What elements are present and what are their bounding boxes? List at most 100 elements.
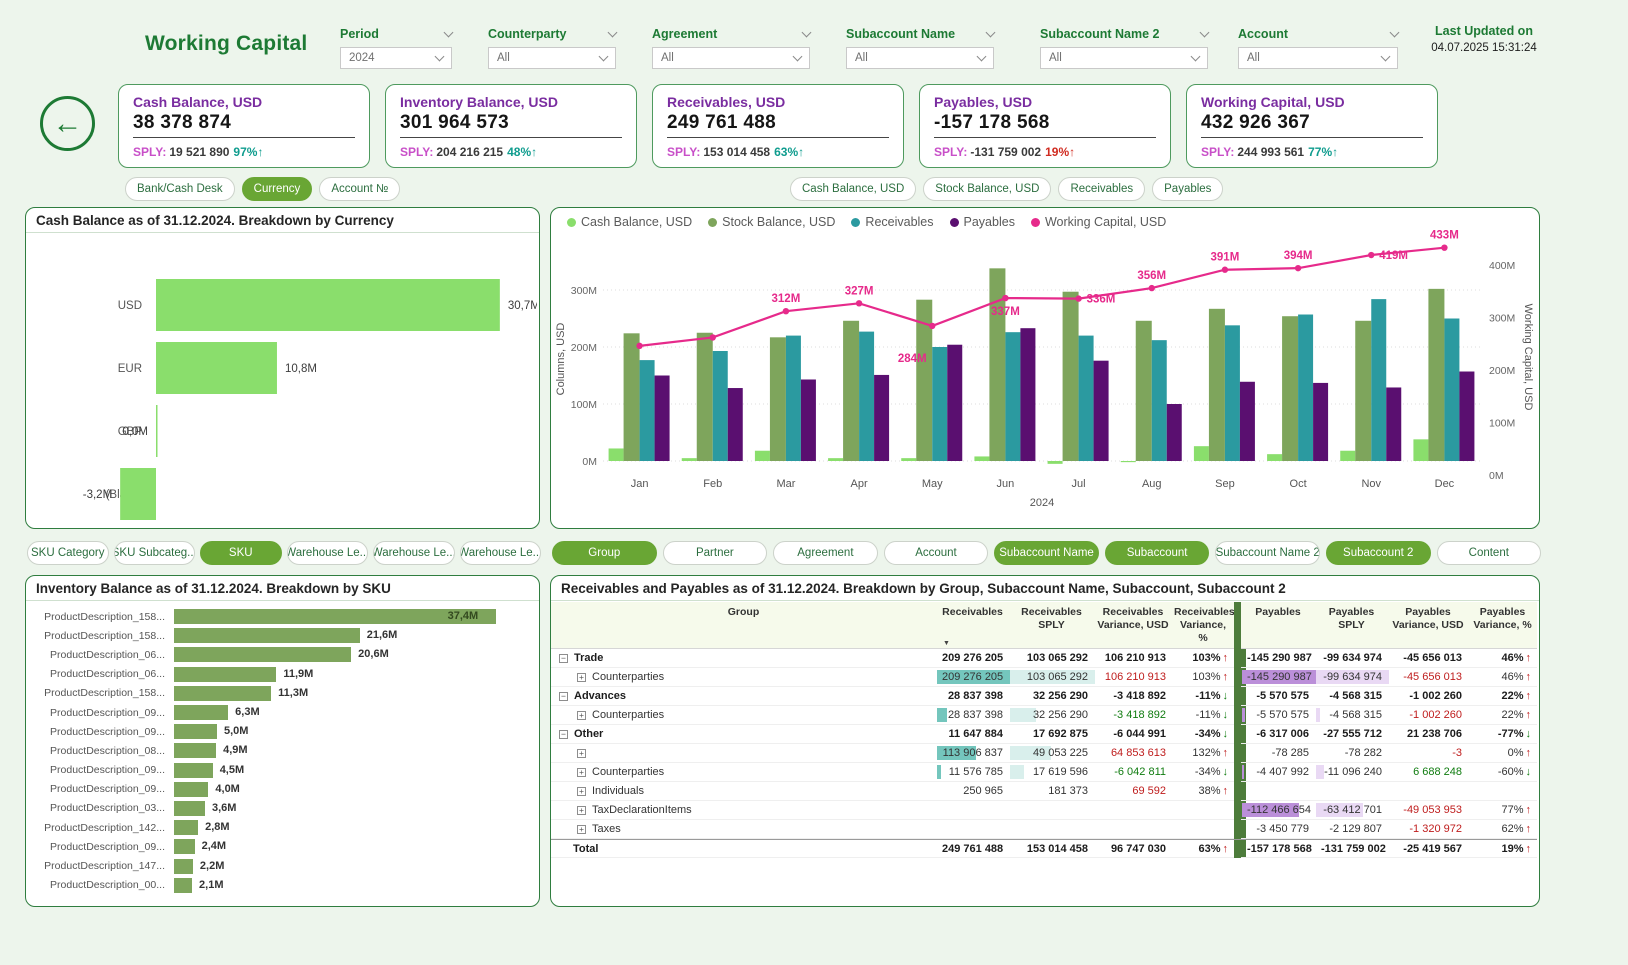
slicer-account[interactable]: Account — [883, 541, 989, 565]
bar-payables-dec[interactable] — [1459, 371, 1475, 461]
bar-cash-balance-usd-jul[interactable] — [1047, 461, 1063, 464]
bar-payables-aug[interactable] — [1166, 404, 1182, 461]
bar-stock-balance-usd-jun[interactable] — [989, 268, 1006, 461]
inventory-bar-4[interactable] — [174, 685, 272, 701]
currency-bar-blank[interactable] — [120, 468, 156, 520]
expand-icon[interactable]: + — [577, 787, 586, 796]
bar-cash-balance-usd-aug[interactable] — [1120, 461, 1136, 463]
bar-payables-mar[interactable] — [800, 379, 816, 461]
bar-stock-balance-usd-jan[interactable] — [623, 333, 640, 461]
back-button[interactable]: ← — [40, 96, 95, 151]
slicer-subaccount-name-2[interactable]: Subaccount Name 2 — [1215, 541, 1320, 565]
inventory-bar-6[interactable] — [174, 724, 217, 740]
working-capital-point-jan[interactable] — [636, 342, 643, 350]
collapse-icon[interactable]: − — [559, 654, 568, 663]
bar-stock-balance-usd-dec[interactable] — [1428, 288, 1445, 461]
bar-cash-balance-usd-mar[interactable] — [754, 450, 770, 461]
bar-receivables-mar[interactable] — [785, 335, 801, 461]
expand-icon[interactable]: + — [577, 768, 586, 777]
bar-payables-sep[interactable] — [1239, 381, 1255, 461]
working-capital-point-jun[interactable] — [1002, 294, 1009, 302]
col-header-receivables[interactable]: Receivables ▼ — [936, 602, 1009, 650]
bar-payables-apr[interactable] — [874, 374, 890, 461]
slicer-subaccount-2[interactable]: Subaccount 2 — [1325, 541, 1431, 565]
bar-receivables-jan[interactable] — [639, 360, 655, 461]
col-header-payables[interactable]: Payables — [1241, 602, 1315, 650]
col-header-receivables-variance[interactable]: Receivables Variance, % — [1172, 602, 1235, 650]
collapse-icon[interactable]: − — [559, 692, 568, 701]
filter-dropdown-subaccount-name-2[interactable]: All — [1040, 47, 1208, 69]
inventory-bar-10[interactable] — [174, 800, 205, 816]
bar-receivables-jul[interactable] — [1078, 335, 1094, 461]
slicer-stock-balance-usd[interactable]: Stock Balance, USD — [923, 177, 1052, 201]
col-header-payables-variance[interactable]: Payables Variance, % — [1468, 602, 1537, 650]
working-capital-point-dec[interactable] — [1441, 244, 1448, 251]
slicer-sku[interactable]: SKU — [200, 541, 282, 565]
expand-icon[interactable]: + — [577, 673, 586, 682]
inventory-bar-7[interactable] — [174, 743, 217, 759]
slicer-group[interactable]: Group — [552, 541, 657, 565]
bar-cash-balance-usd-dec[interactable] — [1413, 439, 1429, 461]
bar-payables-jun[interactable] — [1020, 328, 1036, 461]
currency-bar-usd[interactable] — [156, 279, 500, 331]
slicer-subaccount[interactable]: Subaccount — [1104, 541, 1210, 565]
inventory-bar-2[interactable] — [174, 647, 352, 663]
bar-stock-balance-usd-aug[interactable] — [1135, 320, 1152, 461]
bar-cash-balance-usd-sep[interactable] — [1193, 446, 1209, 461]
bar-payables-jul[interactable] — [1093, 360, 1109, 461]
bar-cash-balance-usd-jan[interactable] — [608, 448, 624, 461]
col-header-payables-variance-usd[interactable]: Payables Variance, USD — [1388, 602, 1468, 650]
slicer-warehouse-le[interactable]: Warehouse Le... — [459, 541, 541, 565]
col-header-payables-sply[interactable]: Payables SPLY — [1315, 602, 1388, 650]
bar-receivables-jun[interactable] — [1005, 332, 1021, 461]
working-capital-point-may[interactable] — [929, 322, 936, 330]
bar-receivables-sep[interactable] — [1224, 325, 1240, 461]
currency-bar-gbp[interactable] — [156, 405, 158, 457]
working-capital-point-aug[interactable] — [1148, 284, 1155, 292]
slicer-partner[interactable]: Partner — [662, 541, 768, 565]
col-header-group[interactable]: Group — [551, 602, 936, 650]
inventory-bar-13[interactable] — [174, 858, 193, 874]
inventory-bar-12[interactable] — [174, 839, 195, 855]
inventory-bar-9[interactable] — [174, 781, 209, 797]
filter-dropdown-counterparty[interactable]: All — [488, 47, 616, 69]
bar-receivables-apr[interactable] — [859, 331, 875, 461]
slicer-account[interactable]: Account № — [319, 177, 401, 201]
slicer-content[interactable]: Content — [1436, 541, 1542, 565]
legend-item-receivables[interactable]: Receivables — [851, 215, 934, 229]
bar-cash-balance-usd-jun[interactable] — [974, 456, 990, 461]
filter-dropdown-agreement[interactable]: All — [652, 47, 810, 69]
bar-receivables-aug[interactable] — [1151, 340, 1167, 461]
bar-cash-balance-usd-may[interactable] — [901, 458, 917, 461]
legend-item-payables[interactable]: Payables — [949, 215, 1015, 229]
inventory-bar-3[interactable] — [174, 666, 277, 682]
bar-cash-balance-usd-feb[interactable] — [681, 458, 697, 461]
slicer-bank-cash-desk[interactable]: Bank/Cash Desk — [125, 177, 235, 201]
expand-icon[interactable]: + — [577, 806, 586, 815]
working-capital-point-apr[interactable] — [855, 300, 863, 307]
slicer-sku-subcateg[interactable]: SKU Subcateg... — [113, 541, 195, 565]
bar-stock-balance-usd-nov[interactable] — [1355, 320, 1372, 461]
bar-stock-balance-usd-sep[interactable] — [1208, 308, 1225, 461]
collapse-icon[interactable]: − — [559, 730, 568, 739]
bar-payables-nov[interactable] — [1386, 387, 1402, 461]
filter-dropdown-account[interactable]: All — [1238, 47, 1398, 69]
working-capital-point-nov[interactable] — [1368, 251, 1375, 259]
inventory-bar-8[interactable] — [174, 762, 213, 778]
bar-stock-balance-usd-may[interactable] — [916, 299, 933, 461]
bar-payables-oct[interactable] — [1313, 382, 1329, 461]
legend-item-working-capital-usd[interactable]: Working Capital, USD — [1030, 215, 1166, 229]
bar-stock-balance-usd-apr[interactable] — [843, 320, 860, 461]
working-capital-point-oct[interactable] — [1294, 264, 1302, 272]
bar-receivables-feb[interactable] — [712, 350, 728, 461]
bar-receivables-nov[interactable] — [1371, 299, 1387, 461]
bar-cash-balance-usd-apr[interactable] — [828, 458, 844, 461]
slicer-agreement[interactable]: Agreement — [773, 541, 878, 565]
slicer-subaccount-name[interactable]: Subaccount Name — [994, 541, 1099, 565]
bar-receivables-may[interactable] — [932, 347, 948, 461]
bar-payables-feb[interactable] — [727, 388, 743, 461]
slicer-warehouse-le[interactable]: Warehouse Le... — [373, 541, 455, 565]
working-capital-point-jul[interactable] — [1075, 295, 1082, 302]
expand-icon[interactable]: + — [577, 749, 586, 758]
slicer-receivables[interactable]: Receivables — [1058, 177, 1146, 201]
